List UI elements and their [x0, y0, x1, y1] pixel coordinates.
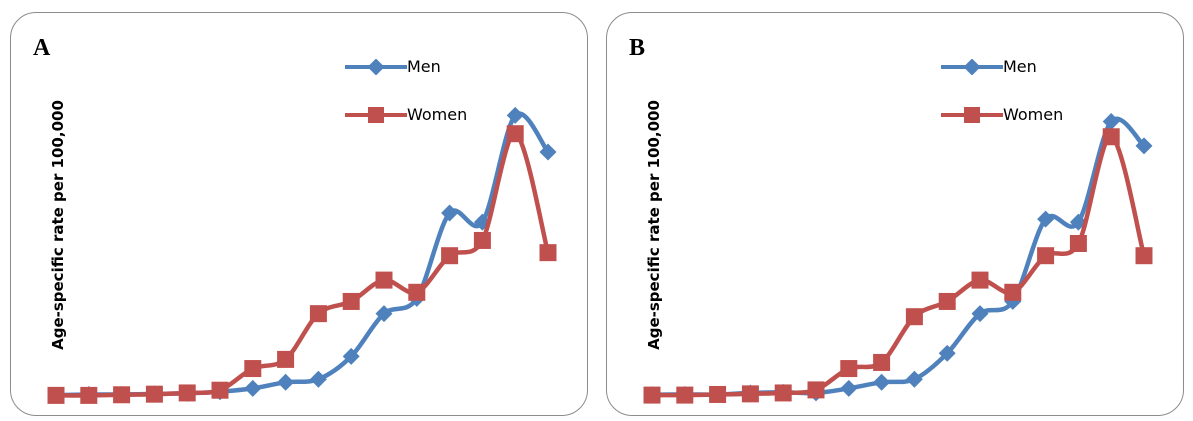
series-line-women	[55, 131, 551, 398]
line-chart-b	[643, 113, 1153, 404]
data-point-women	[709, 385, 727, 403]
data-point-men	[309, 370, 327, 388]
data-point-men	[971, 305, 989, 323]
data-point-women	[277, 350, 295, 368]
data-point-women	[971, 271, 989, 289]
legend-item-women: Women	[941, 105, 1063, 124]
chart-panel-b: B Age-specific rate per 100,000 Men Wome…	[606, 12, 1184, 416]
data-point-women	[938, 292, 956, 310]
data-point-women	[873, 353, 891, 371]
data-point-women	[840, 360, 858, 378]
data-point-men	[506, 106, 524, 124]
data-point-women	[643, 386, 661, 404]
data-point-women	[408, 283, 426, 301]
legend-item-women: Women	[345, 105, 467, 124]
data-point-men	[539, 143, 557, 161]
data-point-men	[277, 373, 295, 391]
data-point-women	[178, 384, 196, 402]
data-point-women	[539, 244, 557, 262]
men-legend-swatch	[941, 58, 1003, 75]
data-point-women	[1135, 247, 1153, 265]
men-legend-swatch	[345, 58, 407, 75]
line-chart-a	[47, 106, 557, 404]
data-point-women	[113, 386, 131, 404]
data-point-women	[741, 385, 759, 403]
legend-label-women: Women	[407, 105, 468, 124]
data-point-women	[375, 271, 393, 289]
data-point-men	[873, 373, 891, 391]
panel-label: A	[33, 35, 51, 61]
data-point-men	[1037, 210, 1055, 228]
data-point-men	[244, 379, 262, 397]
data-point-women	[80, 386, 98, 404]
data-point-women	[506, 125, 524, 143]
data-point-women	[807, 381, 825, 399]
data-point-women	[342, 292, 360, 310]
data-point-women	[1102, 128, 1120, 146]
data-point-women	[145, 385, 163, 403]
data-point-women	[309, 305, 327, 323]
data-point-women	[473, 231, 491, 249]
legend-item-men: Men	[345, 57, 441, 76]
data-point-men	[938, 344, 956, 362]
women-legend-swatch	[345, 106, 407, 123]
legend-label-women: Women	[1003, 105, 1064, 124]
data-point-men	[375, 305, 393, 323]
data-point-women	[774, 384, 792, 402]
data-point-women	[905, 308, 923, 326]
data-point-men	[441, 204, 459, 222]
data-point-women	[1069, 235, 1087, 252]
legend-label-men: Men	[1003, 57, 1037, 76]
data-point-men	[342, 347, 360, 365]
data-point-women	[244, 360, 262, 378]
data-point-men	[905, 370, 923, 388]
women-legend-swatch	[941, 106, 1003, 123]
data-point-women	[211, 381, 229, 399]
data-point-men	[840, 379, 858, 397]
series-line-women	[651, 134, 1147, 398]
data-point-women	[1004, 283, 1022, 301]
data-point-men	[1102, 113, 1120, 130]
data-point-women	[1037, 247, 1055, 265]
panel-label: B	[629, 35, 646, 61]
legend-label-men: Men	[407, 57, 441, 76]
series-line-men	[55, 111, 550, 398]
legend-item-men: Men	[941, 57, 1037, 76]
data-point-women	[47, 386, 65, 404]
chart-panel-a: A Age-specific rate per 100,000 Men Wome…	[10, 12, 588, 416]
data-point-women	[676, 386, 694, 404]
series-line-men	[651, 116, 1146, 398]
data-point-women	[441, 247, 459, 265]
